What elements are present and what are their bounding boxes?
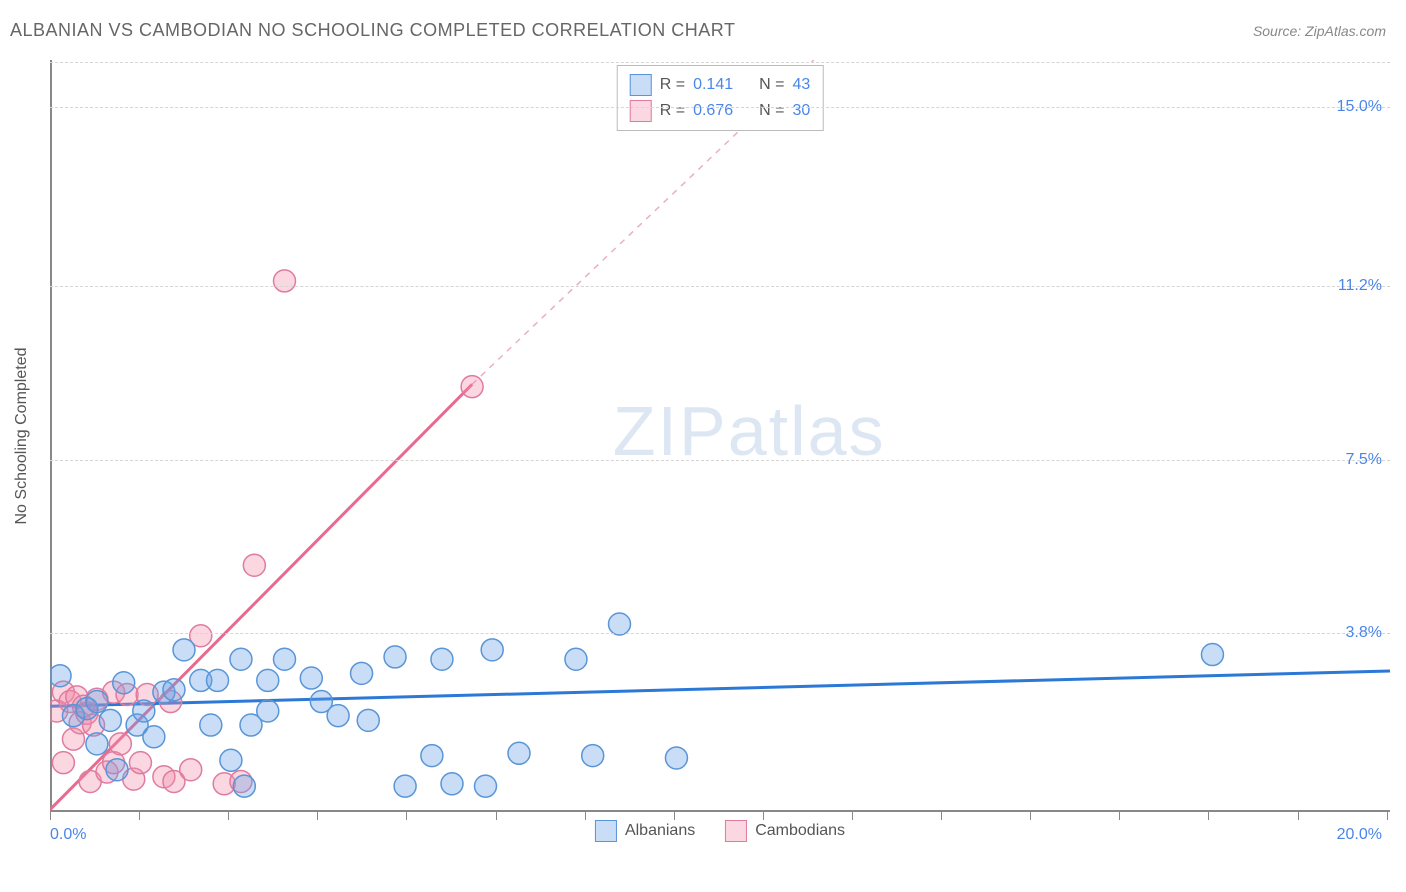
data-point — [243, 554, 265, 576]
r-label: R = — [660, 102, 685, 120]
data-point — [200, 714, 222, 736]
data-point — [220, 749, 242, 771]
x-tick — [941, 812, 942, 820]
data-point — [508, 742, 530, 764]
y-tick-label: 7.5% — [1346, 451, 1382, 469]
x-tick — [228, 812, 229, 820]
legend-item: Albanians — [595, 820, 695, 842]
x-tick — [496, 812, 497, 820]
x-tick — [1387, 812, 1388, 820]
legend-item: Cambodians — [725, 820, 845, 842]
legend-swatch — [630, 74, 652, 96]
data-point — [257, 669, 279, 691]
legend-swatch — [725, 820, 747, 842]
series-legend: Albanians Cambodians — [595, 820, 845, 842]
data-point — [431, 648, 453, 670]
n-label: N = — [759, 76, 784, 94]
data-point — [351, 662, 373, 684]
n-value: 30 — [792, 102, 810, 120]
data-point — [143, 726, 165, 748]
trend-line — [50, 671, 1390, 706]
x-tick — [317, 812, 318, 820]
data-point — [384, 646, 406, 668]
chart-header: ALBANIAN VS CAMBODIAN NO SCHOOLING COMPL… — [10, 20, 1386, 41]
data-point — [582, 745, 604, 767]
y-axis-label: No Schooling Completed — [13, 348, 31, 525]
data-point — [129, 752, 151, 774]
data-point — [113, 672, 135, 694]
data-point — [665, 747, 687, 769]
x-max-label: 20.0% — [1337, 826, 1382, 844]
data-point — [233, 775, 255, 797]
x-tick — [1298, 812, 1299, 820]
x-min-label: 0.0% — [50, 826, 86, 844]
data-point — [441, 773, 463, 795]
r-value: 0.676 — [693, 102, 733, 120]
data-point — [109, 733, 131, 755]
data-point — [99, 709, 121, 731]
data-point — [86, 691, 108, 713]
data-point — [609, 613, 631, 635]
r-value: 0.141 — [693, 76, 733, 94]
data-point — [481, 639, 503, 661]
data-point — [274, 648, 296, 670]
x-tick — [852, 812, 853, 820]
x-tick — [1208, 812, 1209, 820]
data-point — [86, 733, 108, 755]
data-point — [52, 752, 74, 774]
data-point — [50, 665, 71, 687]
x-tick — [50, 812, 51, 820]
data-point — [394, 775, 416, 797]
grid-line — [50, 286, 1390, 287]
legend-swatch — [630, 100, 652, 122]
x-tick — [674, 812, 675, 820]
data-point — [357, 709, 379, 731]
x-tick — [406, 812, 407, 820]
data-point — [173, 639, 195, 661]
data-point — [106, 759, 128, 781]
y-tick-label: 11.2% — [1338, 277, 1382, 295]
data-point — [163, 679, 185, 701]
r-label: R = — [660, 76, 685, 94]
data-point — [180, 759, 202, 781]
data-point — [461, 376, 483, 398]
data-point — [327, 705, 349, 727]
grid-line — [50, 633, 1390, 634]
x-tick — [585, 812, 586, 820]
legend-label: Albanians — [625, 822, 695, 840]
data-point — [230, 648, 252, 670]
grid-line — [50, 107, 1390, 108]
data-point — [274, 270, 296, 292]
stats-legend-row: R = 0.141 N = 43 — [630, 72, 811, 98]
n-label: N = — [759, 102, 784, 120]
chart-source: Source: ZipAtlas.com — [1253, 23, 1386, 39]
data-point — [565, 648, 587, 670]
y-tick-label: 3.8% — [1346, 624, 1382, 642]
x-tick — [763, 812, 764, 820]
y-tick-label: 15.0% — [1337, 98, 1382, 116]
data-point — [1201, 644, 1223, 666]
x-tick — [139, 812, 140, 820]
chart-title: ALBANIAN VS CAMBODIAN NO SCHOOLING COMPL… — [10, 20, 735, 41]
plot-area: No Schooling Completed ZIPatlas R =0.141… — [50, 60, 1390, 850]
legend-swatch — [595, 820, 617, 842]
stats-legend-row: R = 0.676 N = 30 — [630, 98, 811, 124]
data-point — [207, 669, 229, 691]
chart-svg — [50, 60, 1390, 812]
grid-line — [50, 62, 1390, 63]
data-point — [300, 667, 322, 689]
n-value: 43 — [792, 76, 810, 94]
legend-label: Cambodians — [755, 822, 845, 840]
data-point — [133, 700, 155, 722]
grid-line — [50, 460, 1390, 461]
data-point — [475, 775, 497, 797]
data-point — [257, 700, 279, 722]
data-point — [421, 745, 443, 767]
x-tick — [1030, 812, 1031, 820]
x-tick — [1119, 812, 1120, 820]
stats-legend: R = 0.141 N = 43 R = 0.676 N = 30 — [617, 65, 824, 131]
